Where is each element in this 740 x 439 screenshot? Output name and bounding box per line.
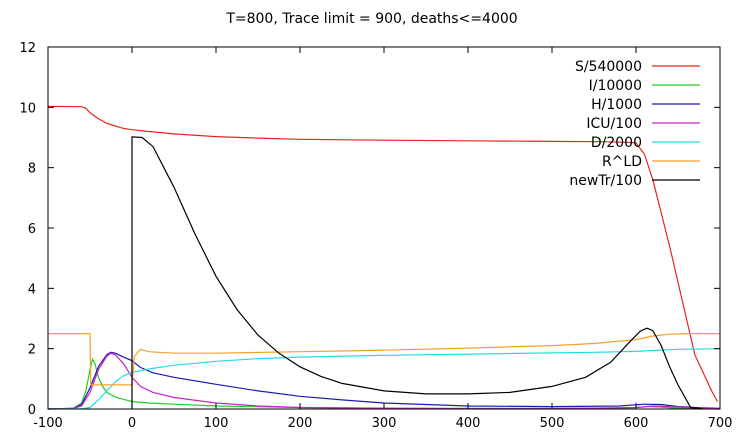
legend-label: ICU/100	[586, 116, 642, 132]
legend-label: R^LD	[602, 154, 642, 170]
chart-title: T=800, Trace limit = 900, deaths<=4000	[225, 11, 517, 27]
legend-label: S/540000	[575, 59, 642, 75]
x-tick-label: 200	[288, 416, 313, 431]
series-line-d-2000	[47, 348, 721, 410]
x-tick-label: 300	[372, 416, 397, 431]
legend-label: I/10000	[589, 78, 642, 94]
y-tick-label: 10	[19, 101, 36, 116]
series-line-h-1000	[47, 351, 721, 410]
series-line-i-10000	[47, 357, 721, 410]
y-tick-label: 2	[28, 343, 36, 358]
legend: S/540000 I/10000 H/1000 ICU/100 D/2000 R^LD ne…	[569, 59, 700, 189]
series-line-s-540000	[47, 105, 719, 402]
series-line-r-ld	[48, 333, 720, 386]
series-layer	[47, 105, 721, 410]
series-line-newtr-100	[131, 136, 704, 410]
legend-label: H/1000	[591, 97, 642, 113]
y-tick-label: 4	[28, 282, 36, 297]
x-tick-label: 100	[204, 416, 229, 431]
x-tick-label: 0	[128, 416, 136, 431]
y-tick-label: 6	[28, 222, 36, 237]
x-tick-label: 400	[456, 416, 481, 431]
y-tick-label: 0	[28, 403, 36, 418]
x-tick-label: 500	[540, 416, 565, 431]
y-tick-label: 12	[19, 41, 36, 56]
x-tick-label: 700	[708, 416, 733, 431]
series-line-icu-100	[47, 352, 721, 410]
x-tick-label: 600	[624, 416, 649, 431]
legend-label: newTr/100	[569, 173, 642, 189]
legend-label: D/2000	[591, 135, 642, 151]
x-tick-label: -100	[33, 416, 63, 431]
y-tick-label: 8	[28, 162, 36, 177]
